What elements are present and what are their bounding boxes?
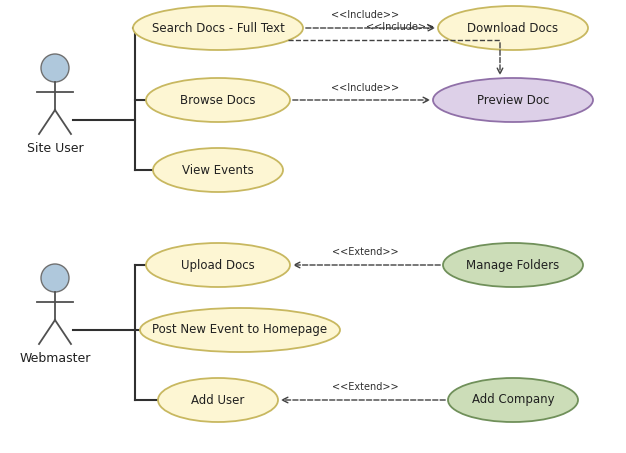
Ellipse shape [140, 308, 340, 352]
Ellipse shape [146, 243, 290, 287]
Text: Browse Docs: Browse Docs [180, 93, 256, 106]
Ellipse shape [438, 6, 588, 50]
Ellipse shape [146, 78, 290, 122]
Text: Site User: Site User [27, 142, 83, 155]
Text: Search Docs - Full Text: Search Docs - Full Text [151, 21, 284, 34]
Text: Post New Event to Homepage: Post New Event to Homepage [153, 323, 327, 337]
Ellipse shape [41, 54, 69, 82]
Ellipse shape [158, 378, 278, 422]
Text: <<Include>>: <<Include>> [331, 83, 399, 93]
Text: Upload Docs: Upload Docs [181, 259, 255, 271]
Ellipse shape [153, 148, 283, 192]
Ellipse shape [41, 264, 69, 292]
Text: View Events: View Events [182, 164, 254, 177]
Text: Preview Doc: Preview Doc [477, 93, 549, 106]
Text: <<Include>>: <<Include>> [331, 10, 399, 20]
Ellipse shape [448, 378, 578, 422]
Text: Add Company: Add Company [471, 394, 554, 406]
Text: <<Include>>: <<Include>> [366, 22, 434, 32]
Text: Webmaster: Webmaster [19, 352, 91, 365]
Ellipse shape [433, 78, 593, 122]
Text: <<Extend>>: <<Extend>> [332, 247, 398, 257]
Text: Manage Folders: Manage Folders [466, 259, 560, 271]
Ellipse shape [443, 243, 583, 287]
Ellipse shape [133, 6, 303, 50]
Text: <<Extend>>: <<Extend>> [332, 382, 398, 392]
Text: Download Docs: Download Docs [468, 21, 558, 34]
Text: Add User: Add User [192, 394, 245, 406]
